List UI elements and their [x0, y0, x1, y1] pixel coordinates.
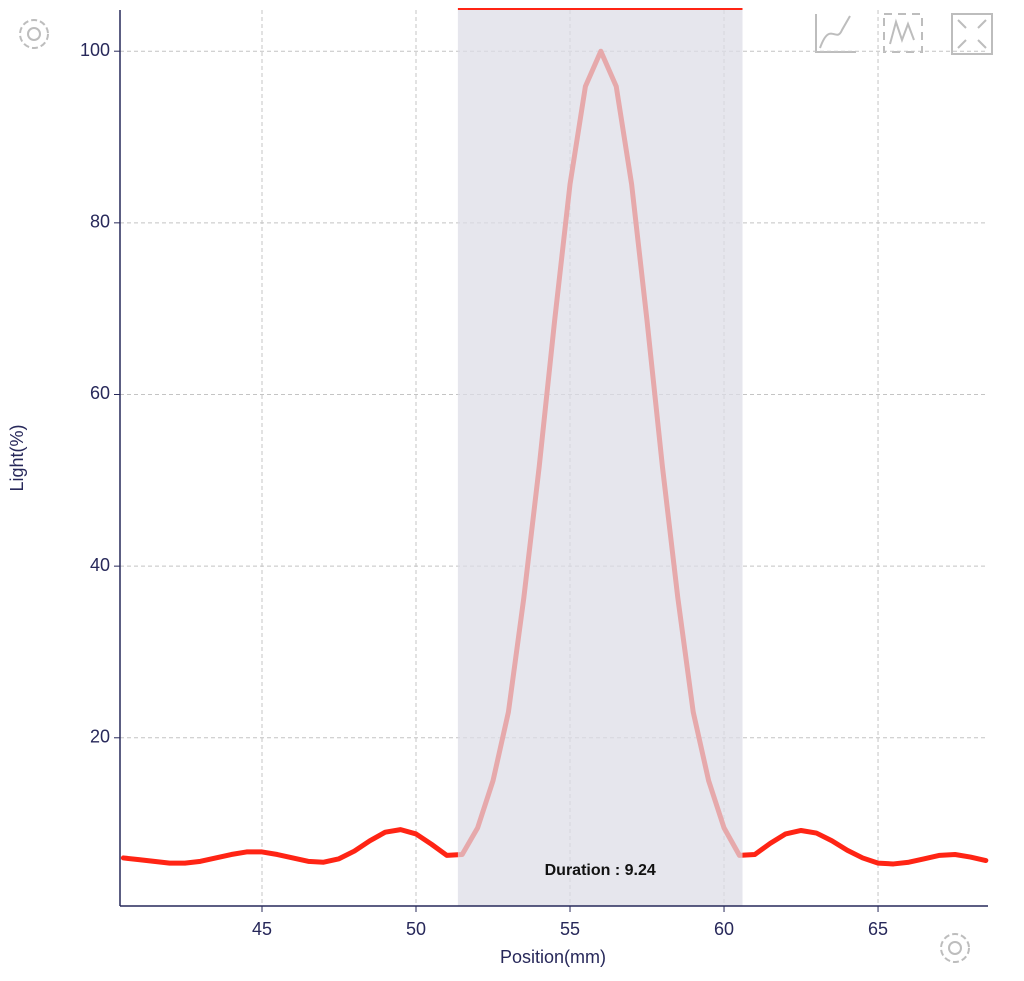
fullscreen-icon[interactable]: [951, 13, 993, 55]
y-tick-label: 80: [90, 212, 110, 232]
duration-label: Duration : 9.24: [545, 862, 656, 879]
settings-icon[interactable]: [19, 19, 49, 49]
y-tick-label: 100: [80, 40, 110, 60]
x-tick-label: 45: [252, 919, 272, 939]
select-zoom-icon[interactable]: [883, 13, 923, 53]
y-axis-label: Light(%): [7, 424, 27, 491]
settings-icon[interactable]: [940, 933, 970, 963]
x-tick-label: 55: [560, 919, 580, 939]
y-tick-label: 60: [90, 383, 110, 403]
x-axis-label: Position(mm): [500, 947, 606, 967]
x-tick-label: 60: [714, 919, 734, 939]
reset-zoom-icon[interactable]: [815, 14, 856, 53]
highlight-region: [457, 10, 743, 906]
x-tick-label: 50: [406, 919, 426, 939]
y-tick-label: 20: [90, 727, 110, 747]
y-tick-label: 40: [90, 555, 110, 575]
x-tick-label: 65: [868, 919, 888, 939]
